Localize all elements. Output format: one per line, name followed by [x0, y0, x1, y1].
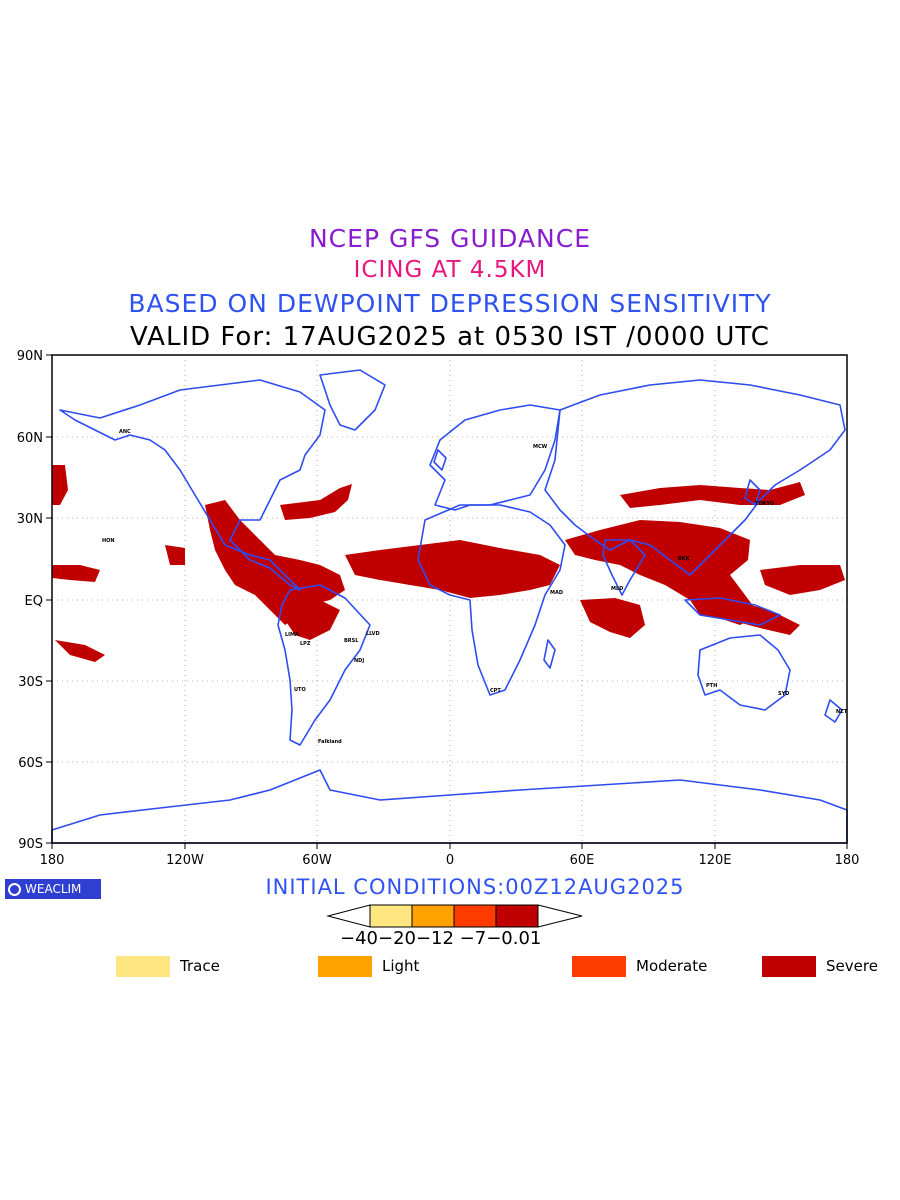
x-label-120w: 120W: [166, 853, 204, 868]
station-label: MCW: [533, 444, 548, 450]
coastline-new-zealand: [824, 699, 843, 723]
coastline-asia: [544, 379, 846, 576]
axis-ticks: [46, 354, 848, 849]
initial-conditions: INITIAL CONDITIONS:00Z12AUG2025: [265, 875, 685, 899]
icing-map: 90N 60N 30N EQ 30S 60S 90S 180 120W 60W …: [17, 349, 860, 868]
legend-label: Moderate: [636, 957, 708, 975]
station-label: PTH: [706, 683, 717, 689]
colorbar-left-arrow: [326, 904, 371, 928]
station-labels: ANC MCW HON BRSL LLVD MAD MLD NDJ CPT PT…: [102, 429, 848, 745]
icing-area-south-pacific: [55, 640, 105, 662]
legend-item-moderate: Moderate: [572, 955, 707, 977]
y-label-90n: 90N: [17, 349, 43, 364]
coastline-madagascar: [543, 639, 556, 669]
station-label: LPZ: [300, 641, 311, 647]
station-label: BKK: [678, 556, 691, 562]
coastline-british-isles: [433, 449, 447, 471]
colorbar: [326, 904, 583, 928]
coastline-indonesia: [684, 597, 781, 626]
y-label-eq: EQ: [25, 594, 43, 609]
colorbar-tick-labels: −40−20−12 −7−0.01: [340, 928, 542, 949]
x-label-120e: 120E: [698, 853, 731, 868]
coastline-africa: [417, 504, 566, 696]
station-label: ANC: [119, 429, 131, 435]
icing-area-indonesia: [690, 600, 800, 635]
colorbar-segment: [369, 904, 413, 928]
legend-label: Light: [382, 957, 420, 975]
legend-swatch: [762, 955, 816, 977]
colorbar-right-arrow: [537, 904, 583, 928]
x-label-180w: 180: [40, 853, 65, 868]
station-label: Falkland: [318, 739, 342, 745]
legend-item-light: Light: [318, 955, 419, 977]
icing-area-west-pacific: [760, 565, 845, 595]
icing-area-north-pacific: [52, 465, 68, 505]
station-label: CPT: [490, 688, 501, 694]
weaclim-logo: WEACLIM: [5, 879, 101, 899]
coastline-india: [602, 539, 646, 596]
x-label-0: 0: [446, 853, 454, 868]
station-label: NDJ: [354, 658, 364, 664]
logo-ring-icon: [8, 882, 21, 896]
station-label: LIMA: [285, 632, 299, 638]
title-model: NCEP GFS GUIDANCE: [308, 224, 591, 253]
colorbar-segment: [495, 904, 539, 928]
station-label: SYD: [778, 691, 789, 697]
title-valid-time: VALID For: 17AUG2025 at 0530 IST /0000 U…: [130, 322, 770, 352]
legend-label: Trace: [180, 957, 220, 975]
colorbar-segment: [453, 904, 497, 928]
title-product: ICING AT 4.5KM: [353, 257, 547, 283]
station-label: UTO: [294, 687, 306, 693]
x-label-180e: 180: [835, 853, 860, 868]
legend-item-trace: Trace: [116, 955, 220, 977]
station-label: MAD: [550, 590, 563, 596]
coastline-australia: [697, 634, 791, 711]
icing-area-arabian-sea: [580, 598, 645, 638]
icing-area-central-africa: [345, 540, 560, 598]
station-label: LLVD: [366, 631, 380, 637]
legend-swatch: [116, 955, 170, 977]
icing-area-mexico-caribbean: [205, 500, 345, 625]
y-label-60n: 60N: [17, 431, 43, 446]
title-method: BASED ON DEWPOINT DEPRESSION SENSITIVITY: [128, 289, 772, 318]
y-label-30s: 30S: [18, 675, 43, 690]
icing-area-east-pacific: [52, 565, 100, 582]
station-label: NZT: [836, 709, 848, 715]
coastline-japan: [744, 479, 761, 506]
y-label-30n: 30N: [17, 512, 43, 527]
icing-area-north-atlantic: [280, 484, 352, 520]
x-label-60w: 60W: [302, 853, 332, 868]
station-label: TOKYO: [755, 501, 774, 507]
x-label-60e: 60E: [570, 853, 595, 868]
station-label: MLD: [611, 586, 623, 592]
station-label: BRSL: [344, 638, 359, 644]
y-label-60s: 60S: [18, 756, 43, 771]
coastline-south-america: [277, 584, 371, 746]
icing-area-mid-east-pacific: [165, 545, 185, 565]
coastline-north-america: [59, 379, 326, 591]
icing-area-south-america-north: [280, 595, 340, 640]
coastline-greenland: [319, 369, 386, 431]
logo-text: WEACLIM: [25, 882, 82, 896]
y-label-90s: 90S: [18, 837, 43, 852]
legend-item-severe: Severe: [762, 955, 878, 977]
legend-swatch: [572, 955, 626, 977]
legend-swatch: [318, 955, 372, 977]
station-label: HON: [102, 538, 115, 544]
legend-label: Severe: [826, 957, 878, 975]
colorbar-segment: [411, 904, 455, 928]
